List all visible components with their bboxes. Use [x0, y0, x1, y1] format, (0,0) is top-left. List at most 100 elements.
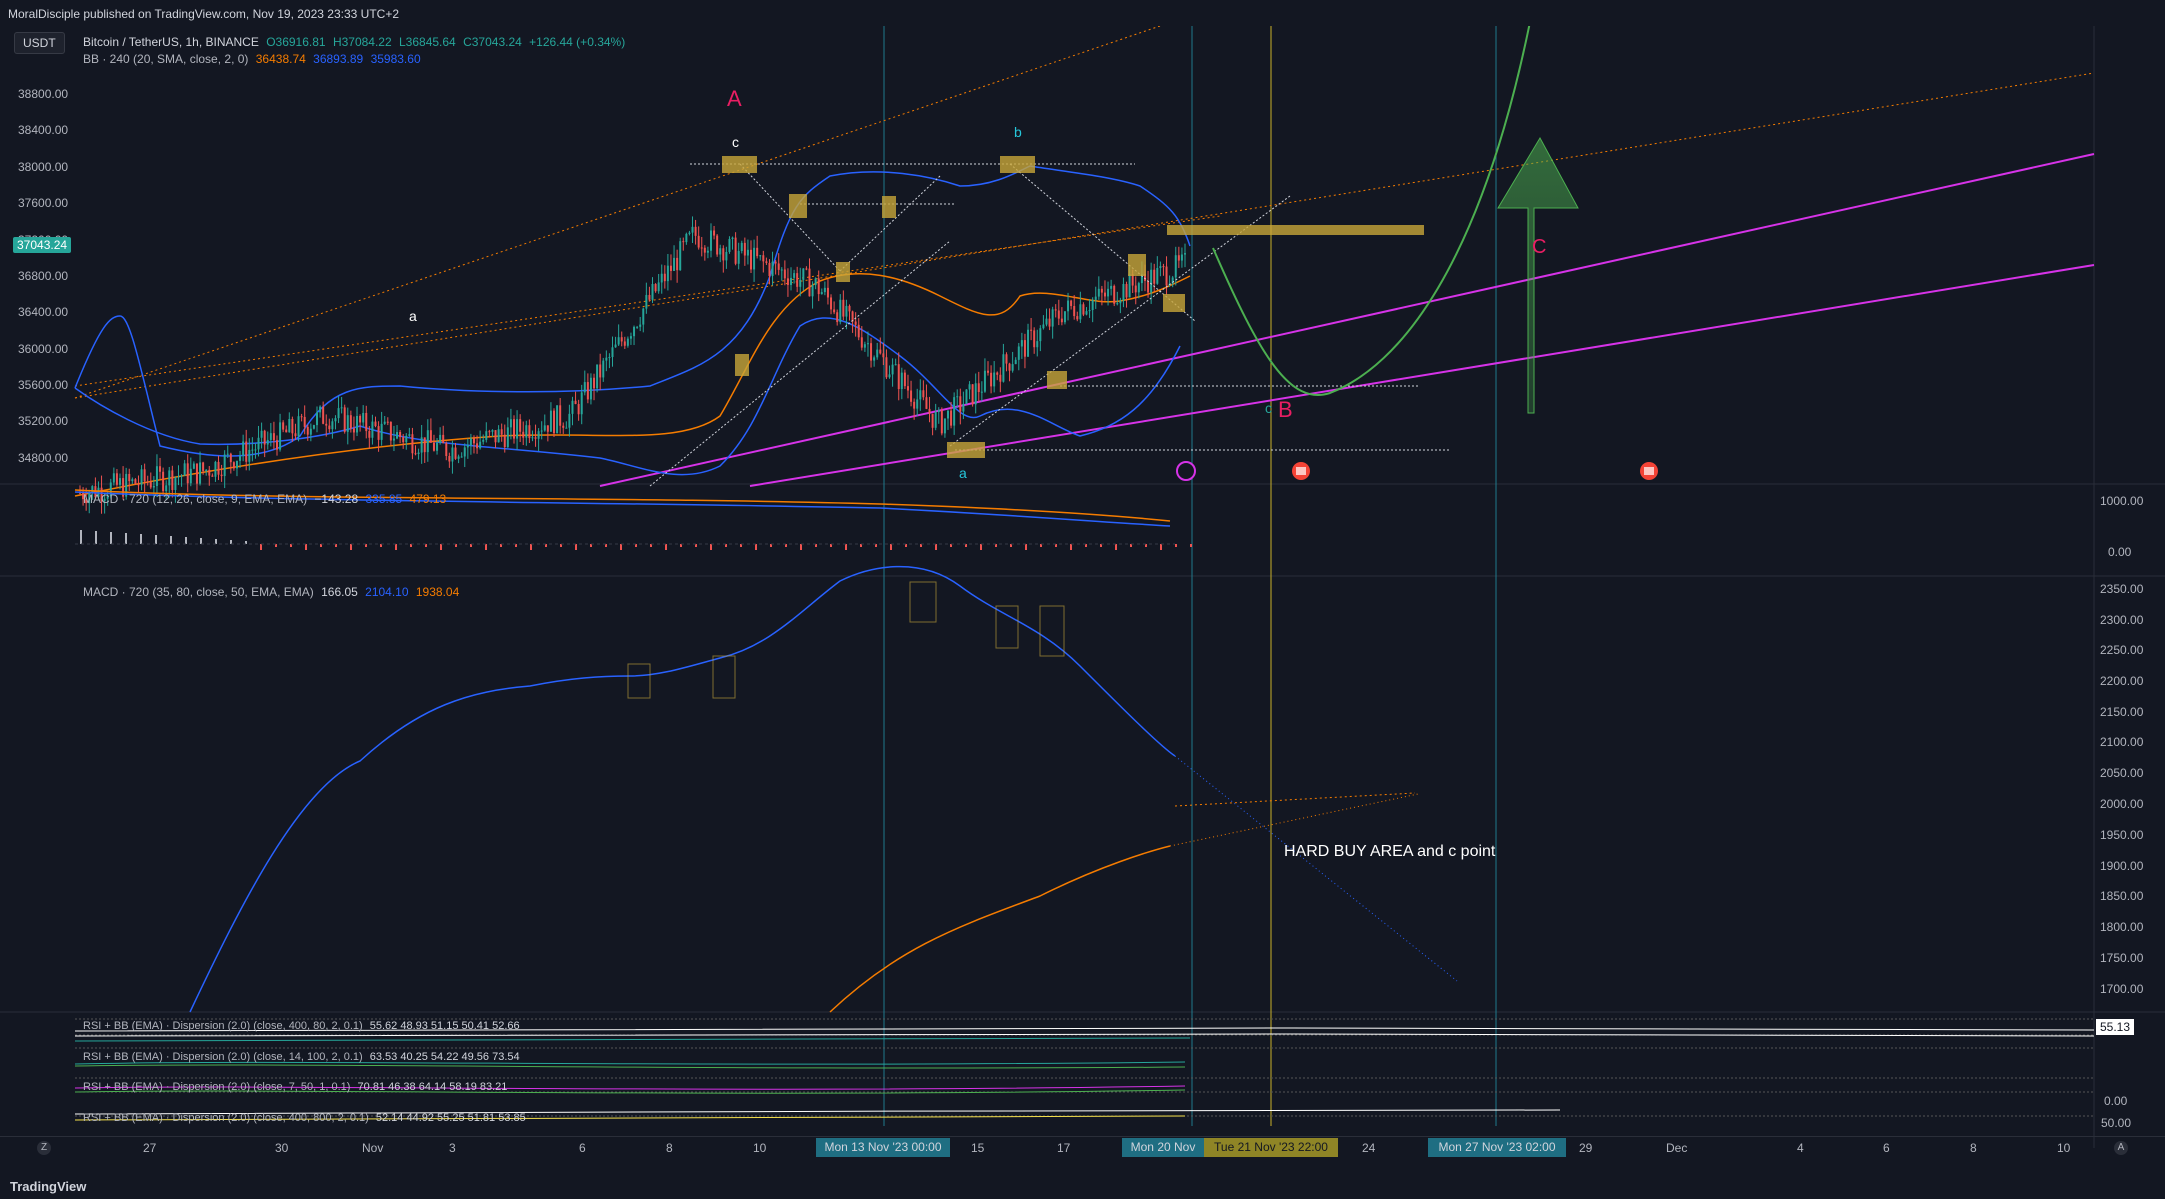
candle-body	[199, 462, 202, 484]
projection-arrow	[1497, 136, 1579, 414]
candle-body	[380, 423, 383, 440]
candle-body	[1134, 285, 1137, 293]
candle-body	[442, 434, 445, 444]
macd1-histogram-bar	[725, 544, 727, 547]
candle-body	[414, 453, 417, 455]
macd1-signal-line	[74, 489, 1171, 522]
candle-body	[805, 268, 808, 270]
candle-body	[974, 383, 977, 405]
subwave-a2: a	[959, 465, 967, 481]
candle-body	[128, 473, 131, 482]
candle-body	[996, 372, 999, 375]
candle-body	[122, 478, 125, 497]
rsi-value-badge: 55.13	[2096, 1019, 2135, 1035]
candle-body	[300, 416, 303, 418]
candle-body	[91, 486, 94, 494]
candle-body	[229, 453, 232, 463]
symbol-name[interactable]: Bitcoin / TetherUS, 1h, BINANCE	[83, 35, 259, 49]
candle-body	[411, 434, 414, 454]
candle-body	[614, 344, 617, 348]
candle-body	[1070, 300, 1073, 306]
candle-body	[1153, 269, 1156, 284]
candle-body	[211, 475, 214, 477]
macd1-histogram-bar	[425, 544, 427, 547]
candle-body	[119, 478, 122, 485]
candle-body	[143, 469, 146, 482]
candle-body	[1067, 300, 1070, 312]
macd1-histogram-bar	[1190, 544, 1192, 547]
candle-body	[1159, 266, 1162, 269]
candle-body	[152, 485, 155, 488]
macd1-histogram-bar	[140, 534, 142, 544]
macd1-histogram-bar	[305, 544, 307, 550]
candle-body	[583, 382, 586, 393]
event-icons[interactable]	[1176, 461, 1658, 481]
zoom-left-button[interactable]: Z	[37, 1141, 51, 1155]
rsi-legend-1[interactable]: RSI + BB (EMA) · Dispersion (2.0) (close…	[83, 1020, 520, 1032]
candle-body	[651, 283, 654, 300]
candle-body	[1097, 288, 1100, 297]
candle-body	[509, 419, 512, 428]
macd1-histogram-bar	[860, 544, 862, 547]
candle-body	[796, 273, 799, 287]
candle-body	[943, 418, 946, 434]
macd1-histogram-bar	[815, 544, 817, 547]
candle-body	[568, 413, 571, 428]
macd1-histogram-bar	[950, 544, 952, 547]
zoom-right-button[interactable]: A	[2114, 1141, 2128, 1155]
candle-body	[719, 248, 722, 255]
rsi-legend-4[interactable]: RSI + BB (EMA) · Dispersion (2.0) (close…	[83, 1112, 526, 1124]
candle-body	[965, 389, 968, 404]
candle-body	[251, 449, 254, 451]
symbol-change: +126.44 (+0.34%)	[529, 35, 626, 49]
macd2-legend[interactable]: MACD · 720 (35, 80, close, 50, EMA, EMA)…	[83, 585, 459, 599]
macd1-histogram-bar	[245, 541, 247, 544]
candle-body	[494, 430, 497, 443]
candle-body	[217, 461, 220, 475]
rsi-legend-3[interactable]: RSI + BB (EMA) · Dispersion (2.0) (close…	[83, 1081, 507, 1093]
macd1-histogram-bar	[710, 544, 712, 550]
rsi-values: 70.81 46.38 64.14 58.19 83.21	[357, 1081, 508, 1093]
hard-buy-note: HARD BUY AREA and c point	[1284, 843, 1496, 860]
time-axis[interactable]: Z A 27 30 Nov 3 6 8 10 15 17 24 29 Dec 4 6 8 10 Mon 13 …	[0, 1136, 2165, 1159]
currency-button[interactable]: USDT	[14, 32, 65, 54]
candle-body	[629, 336, 632, 339]
wave-lines	[649, 163, 1450, 487]
candle-body	[734, 237, 737, 264]
candle-body	[922, 390, 925, 398]
candle-body	[439, 434, 442, 443]
candle-body	[706, 250, 709, 253]
candle-body	[337, 408, 340, 419]
candle-body	[205, 469, 208, 472]
time-axis-label: 6	[1883, 1141, 1890, 1155]
rsi-legend-2[interactable]: RSI + BB (EMA) · Dispersion (2.0) (close…	[83, 1051, 520, 1063]
candle-body	[208, 469, 211, 476]
candle-body	[980, 391, 983, 393]
tradingview-logo[interactable]: TradingView	[10, 1179, 87, 1194]
candle-body	[722, 248, 725, 261]
candle-body	[352, 428, 355, 433]
macd1-legend[interactable]: MACD · 720 (12, 26, close, 9, EMA, EMA) …	[83, 492, 446, 506]
candle-body	[891, 364, 894, 375]
candle-body	[709, 230, 712, 251]
candle-body	[531, 437, 534, 439]
candle-body	[309, 428, 312, 435]
chart-canvas[interactable]	[0, 26, 2165, 1175]
wave-label-B: B	[1278, 397, 1293, 422]
candle-body	[223, 454, 226, 477]
candle-body	[331, 421, 334, 430]
candle-body	[900, 372, 903, 390]
candle-body	[1027, 329, 1030, 357]
candle-body	[968, 384, 971, 390]
macd1-value-1: −143.28	[314, 492, 359, 506]
candle-body	[765, 261, 768, 263]
candle-body	[239, 455, 242, 461]
macd1-histogram-bar	[395, 544, 397, 550]
time-axis-label: 4	[1797, 1141, 1804, 1155]
candle-body	[830, 297, 833, 310]
candle-body	[971, 384, 974, 405]
candle-body	[750, 249, 753, 270]
candle-body	[365, 412, 368, 432]
candle-body	[525, 425, 528, 438]
bb-legend[interactable]: BB · 240 (20, SMA, close, 2, 0) 36438.74…	[83, 52, 421, 66]
